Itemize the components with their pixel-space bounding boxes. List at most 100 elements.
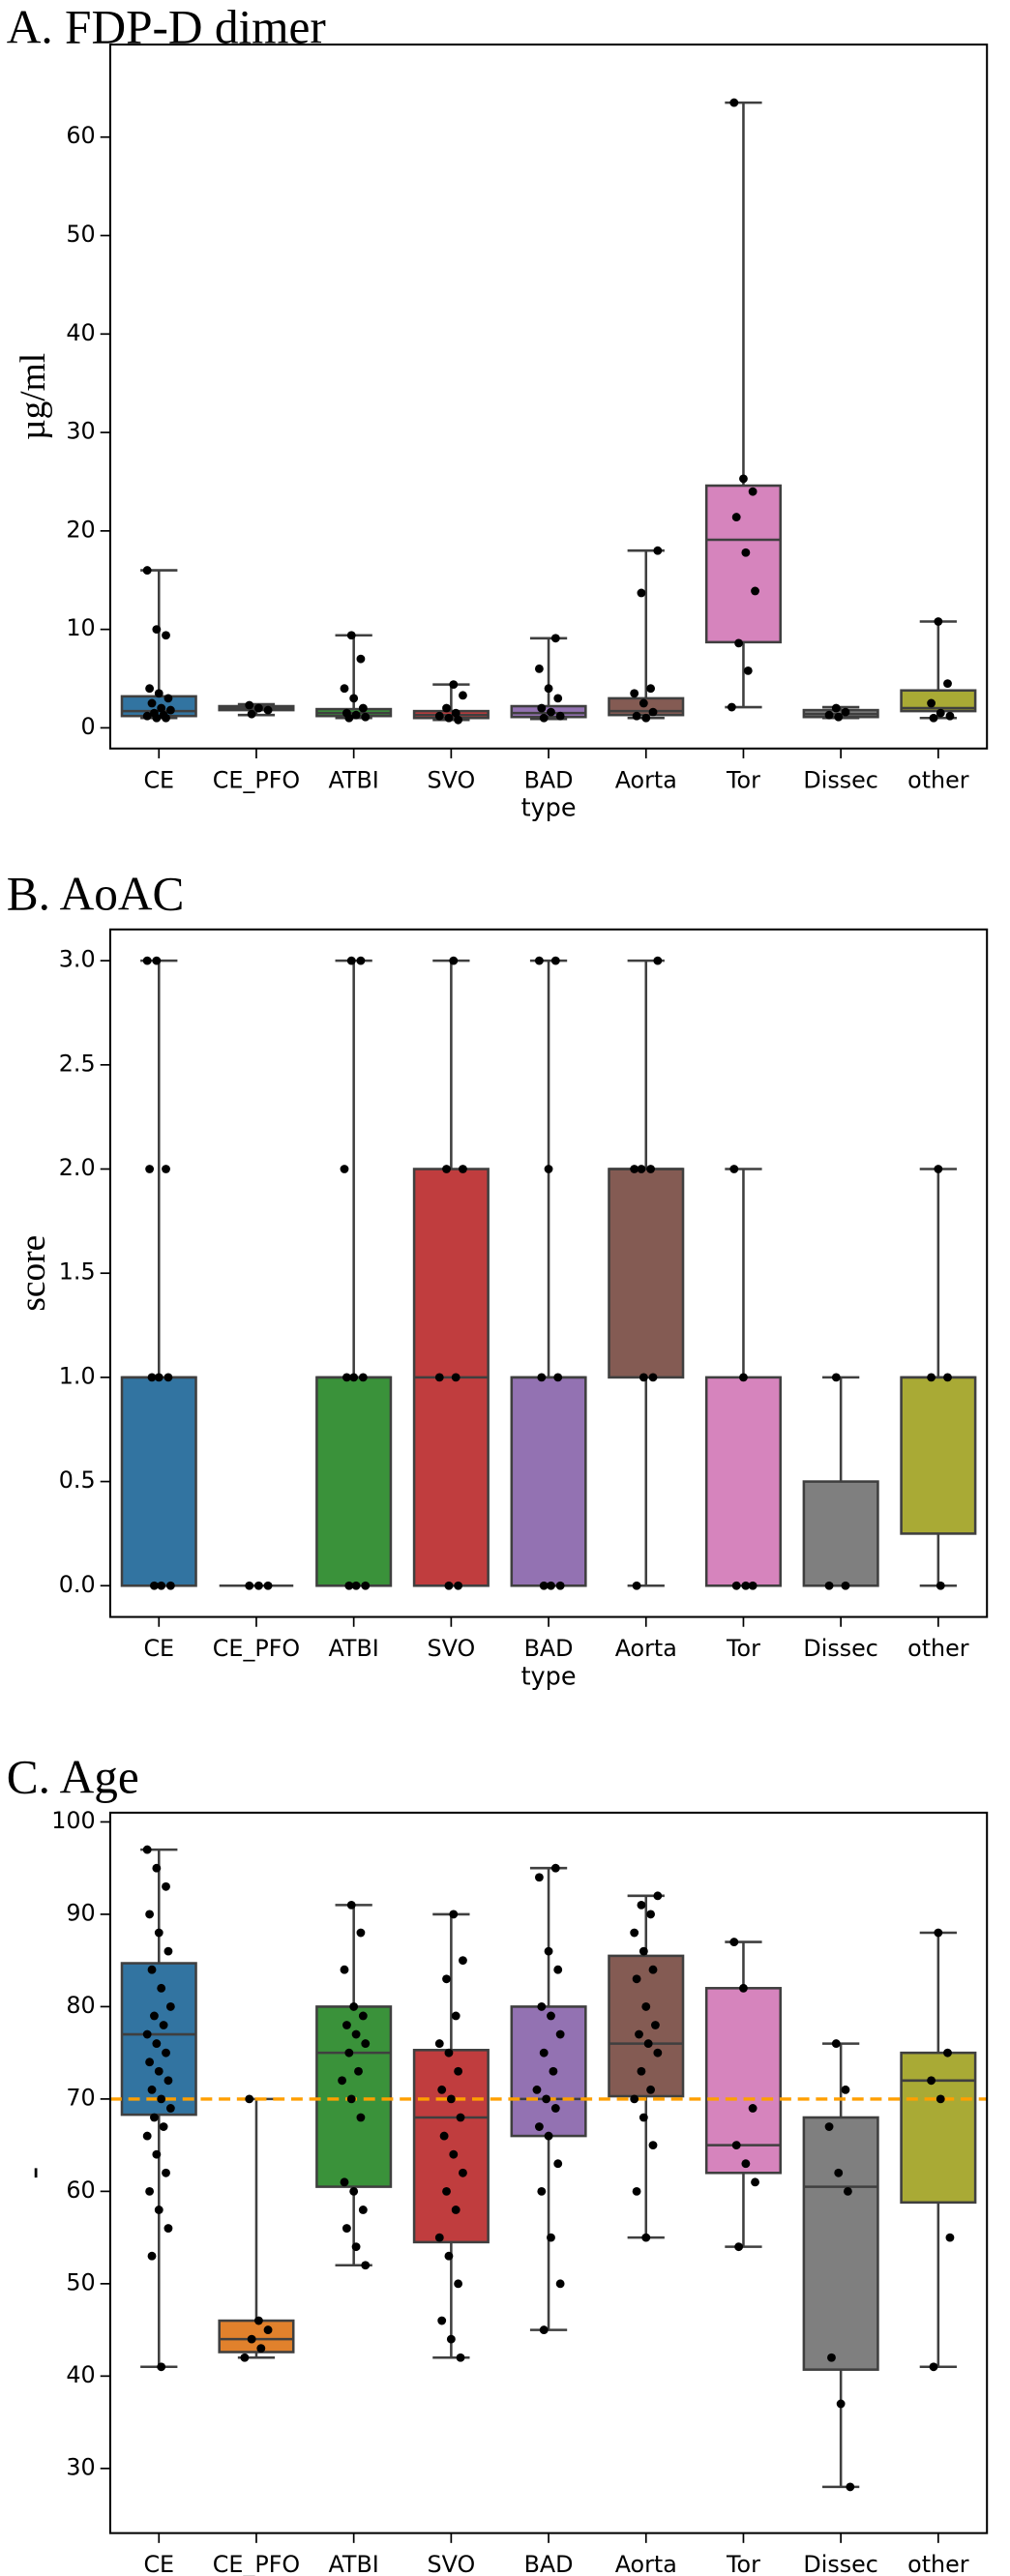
y-tick-label: 60 xyxy=(66,2176,95,2204)
data-point xyxy=(157,703,166,713)
y-tick-label: 2.5 xyxy=(59,1050,96,1077)
data-point xyxy=(846,2482,855,2492)
y-tick-label: 0.0 xyxy=(59,1571,96,1598)
data-point xyxy=(731,1581,741,1590)
data-point xyxy=(824,710,834,720)
data-point xyxy=(152,1863,162,1873)
y-tick-label: 40 xyxy=(66,2361,95,2388)
x-tick-label: SVO xyxy=(428,766,476,793)
data-point xyxy=(934,617,943,626)
data-point xyxy=(537,703,547,713)
data-point xyxy=(630,689,639,698)
data-point xyxy=(147,2251,157,2261)
data-point xyxy=(739,1983,748,1993)
box xyxy=(704,1376,782,1587)
data-point xyxy=(741,2159,751,2169)
y-tick-label: 90 xyxy=(66,1899,95,1926)
data-point xyxy=(351,1581,361,1590)
x-tick-label: other xyxy=(907,2551,969,2576)
x-tick-label: Dissec xyxy=(803,766,877,793)
data-point xyxy=(150,2113,159,2122)
data-point xyxy=(841,1581,850,1590)
box xyxy=(802,2116,879,2371)
data-point xyxy=(648,2141,658,2150)
data-point xyxy=(142,566,152,575)
data-point xyxy=(646,684,656,694)
data-point xyxy=(163,2224,173,2233)
data-point xyxy=(163,1946,173,1956)
data-point xyxy=(142,711,152,721)
data-point xyxy=(444,1581,454,1590)
data-point xyxy=(434,711,444,721)
box xyxy=(704,484,782,644)
y-tick-label: 40 xyxy=(66,319,95,346)
data-point xyxy=(553,1373,563,1382)
data-point xyxy=(340,1965,349,1974)
data-point xyxy=(349,1373,359,1382)
data-point xyxy=(943,679,952,689)
data-point xyxy=(451,708,460,718)
data-point xyxy=(439,2131,449,2141)
data-point xyxy=(165,1581,175,1590)
data-point xyxy=(637,1165,646,1173)
data-point xyxy=(748,2104,758,2113)
data-point xyxy=(459,1165,467,1173)
data-point xyxy=(147,1373,157,1382)
data-point xyxy=(434,2039,444,2049)
y-tick-label: 50 xyxy=(66,2268,95,2295)
data-point xyxy=(555,711,565,721)
data-point xyxy=(639,1373,648,1382)
x-tick-label: Aorta xyxy=(615,766,677,793)
box xyxy=(510,1376,587,1587)
data-point xyxy=(147,1965,157,1974)
data-point xyxy=(544,2131,553,2141)
data-point xyxy=(247,709,256,719)
data-point xyxy=(936,2094,945,2104)
data-point xyxy=(361,712,371,722)
x-tick-label: BAD xyxy=(524,766,574,793)
data-point xyxy=(351,710,361,720)
data-point xyxy=(340,2177,349,2187)
chart-title: C. Age xyxy=(7,1751,139,1804)
data-point xyxy=(163,694,173,703)
y-tick-label: 0 xyxy=(80,713,95,740)
data-point xyxy=(346,1900,356,1910)
data-point xyxy=(739,1373,748,1382)
x-tick-label: CE xyxy=(143,1635,174,1662)
x-tick-label: SVO xyxy=(428,2551,476,2576)
data-point xyxy=(449,680,459,690)
data-point xyxy=(547,707,555,717)
data-point xyxy=(641,2001,651,2011)
y-tick-label: 50 xyxy=(66,221,95,248)
data-point xyxy=(157,1983,166,1993)
data-point xyxy=(534,2122,544,2131)
data-point xyxy=(154,689,163,698)
data-point xyxy=(734,638,744,648)
data-point xyxy=(356,2113,366,2122)
data-point xyxy=(342,2224,351,2233)
data-point xyxy=(739,474,748,484)
data-point xyxy=(929,2362,938,2372)
data-point xyxy=(539,2325,549,2335)
y-axis-label: score xyxy=(14,1235,53,1312)
data-point xyxy=(162,2048,170,2058)
data-point xyxy=(553,2159,563,2169)
x-tick-label: Tor xyxy=(726,766,760,793)
data-point xyxy=(354,2066,363,2076)
data-point xyxy=(943,2048,952,2058)
data-point xyxy=(641,713,651,723)
data-point xyxy=(162,713,170,723)
data-point xyxy=(456,2113,465,2122)
data-point xyxy=(751,586,759,596)
y-tick-label: 100 xyxy=(51,1807,95,1834)
data-point xyxy=(544,1946,553,1956)
data-point xyxy=(630,1165,639,1173)
data-point xyxy=(831,2039,841,2049)
data-point xyxy=(456,2353,465,2362)
data-point xyxy=(553,694,563,703)
y-tick-label: 1.0 xyxy=(59,1362,96,1389)
data-point xyxy=(751,2177,759,2187)
data-point xyxy=(555,2029,565,2039)
y-tick-label: 80 xyxy=(66,1992,95,2019)
